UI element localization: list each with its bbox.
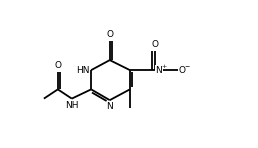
Text: O: O <box>54 61 61 70</box>
Text: NH: NH <box>65 101 78 110</box>
Text: N: N <box>106 102 113 111</box>
Text: O: O <box>106 30 113 39</box>
Text: N: N <box>156 66 162 75</box>
Text: +: + <box>161 64 166 69</box>
Text: O: O <box>179 66 186 75</box>
Text: −: − <box>184 64 190 69</box>
Text: HN: HN <box>76 66 90 75</box>
Text: O: O <box>151 40 158 49</box>
